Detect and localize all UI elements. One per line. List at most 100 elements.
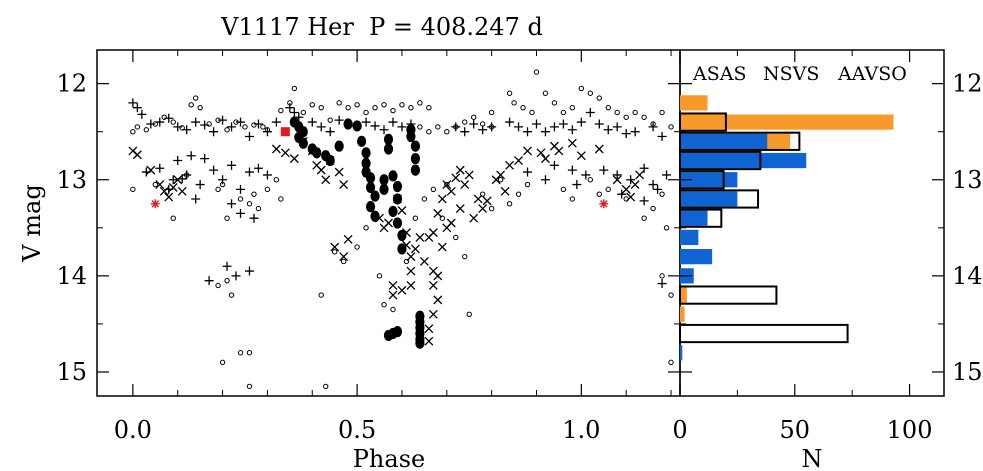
data-point-open-circle <box>408 104 414 111</box>
data-point-plus <box>549 122 559 132</box>
data-point-open-circle <box>130 186 136 193</box>
data-point-cross <box>173 175 183 185</box>
data-point-plus <box>155 163 165 173</box>
data-point-cross <box>621 184 631 194</box>
histogram-bar-nsvs <box>680 152 807 169</box>
data-point-filled-circle <box>383 133 394 145</box>
data-point-cross <box>415 232 425 242</box>
data-point-cross <box>460 180 470 190</box>
data-point-cross <box>536 148 546 158</box>
data-point-open-circle <box>336 100 342 106</box>
data-point-open-circle <box>224 277 230 284</box>
data-point-cross <box>406 266 416 276</box>
scatter-points-layer <box>128 69 674 390</box>
data-point-filled-circle <box>365 172 376 184</box>
hist-y-tick-label: 14 <box>952 262 983 290</box>
data-point-plus <box>478 125 488 135</box>
data-point-open-circle <box>488 124 495 130</box>
hist-x-tick-label: 50 <box>780 416 811 444</box>
histogram-legend: ASAS NSVS AAVSO <box>692 63 907 85</box>
data-point-open-circle <box>152 121 159 127</box>
data-point-cross <box>541 154 550 164</box>
data-point-open-circle <box>520 104 526 111</box>
data-point-filled-circle <box>383 329 394 342</box>
histogram-bar-aavso <box>679 131 801 151</box>
data-point-cross <box>424 324 434 334</box>
data-point-plus <box>244 266 254 276</box>
data-point-open-circle <box>403 258 410 265</box>
data-point-plus <box>294 112 304 122</box>
data-point-plus <box>648 180 658 190</box>
data-point-open-circle <box>560 186 567 193</box>
data-point-cross <box>612 175 622 185</box>
data-point-cross <box>428 228 438 238</box>
data-point-open-circle <box>578 85 585 92</box>
data-point-open-circle <box>466 311 472 318</box>
data-point-plus <box>182 170 192 180</box>
data-point-open-circle <box>417 100 423 106</box>
data-point-open-circle <box>462 119 468 125</box>
data-point-plus <box>639 196 649 206</box>
data-point-cross <box>334 167 344 177</box>
data-point-open-circle <box>215 117 221 123</box>
data-point-open-circle <box>641 215 647 221</box>
data-point-open-circle <box>551 100 558 106</box>
data-point-plus <box>599 165 609 175</box>
data-point-cross <box>514 156 524 165</box>
data-point-plus <box>567 165 577 175</box>
histogram-bar-nsvs <box>680 249 713 265</box>
data-point-open-circle <box>183 172 190 178</box>
data-point-plus <box>567 125 577 135</box>
data-point-open-circle <box>412 215 419 221</box>
data-point-cross <box>397 285 407 295</box>
data-point-plus <box>370 121 380 131</box>
histogram-bar-asas <box>680 306 685 322</box>
data-point-cross <box>397 206 407 215</box>
data-point-open-circle <box>363 109 369 116</box>
data-point-plus <box>540 127 550 137</box>
data-point-plus <box>460 127 470 137</box>
data-point-open-circle <box>587 90 594 96</box>
data-point-open-circle <box>444 181 450 188</box>
data-point-open-circle <box>246 383 253 390</box>
data-point-cross <box>437 242 447 252</box>
data-point-open-circle <box>246 350 253 356</box>
data-point-open-circle <box>488 205 495 212</box>
data-point-plus <box>334 115 344 125</box>
data-point-open-circle <box>152 181 159 188</box>
data-point-open-circle <box>363 225 369 231</box>
data-point-filled-circle <box>365 181 376 194</box>
data-point-open-circle <box>287 100 293 106</box>
data-point-plus <box>231 271 241 281</box>
data-point-plus <box>168 175 178 185</box>
y-axis-title-vmag: V mag <box>18 184 46 262</box>
data-point-open-circle <box>479 121 486 127</box>
data-point-cross <box>576 151 586 161</box>
data-point-cross <box>375 213 384 223</box>
data-point-filled-circle <box>410 164 421 176</box>
data-point-open-circle <box>278 107 284 114</box>
data-point-filled-circle <box>397 243 407 255</box>
histogram-bar-nsvs <box>680 191 738 207</box>
hist-y-tick-label: 15 <box>952 358 983 386</box>
histogram-bar-asas <box>680 114 894 130</box>
legend-label-aavso: AAVSO <box>837 63 907 85</box>
data-point-plus <box>639 163 649 173</box>
data-point-open-circle <box>515 191 522 197</box>
data-point-cross <box>388 290 398 300</box>
data-point-open-circle <box>206 121 212 127</box>
data-point-cross <box>554 146 564 156</box>
data-point-open-circle <box>260 124 266 130</box>
data-point-plus <box>244 132 254 141</box>
data-point-cross <box>406 281 416 290</box>
data-point-open-circle <box>641 114 647 120</box>
scatter-axes-layer: 0.0 0.5 1.0 12 13 14 15 <box>56 50 680 444</box>
data-point-plus <box>540 175 550 185</box>
data-point-filled-circle <box>392 180 403 193</box>
data-point-open-circle <box>264 127 271 133</box>
data-point-plus <box>514 122 524 132</box>
histogram-bar-asas <box>680 287 687 303</box>
data-point-plus <box>487 122 497 132</box>
data-point-cross <box>469 213 479 223</box>
data-point-filled-circle <box>410 140 421 152</box>
